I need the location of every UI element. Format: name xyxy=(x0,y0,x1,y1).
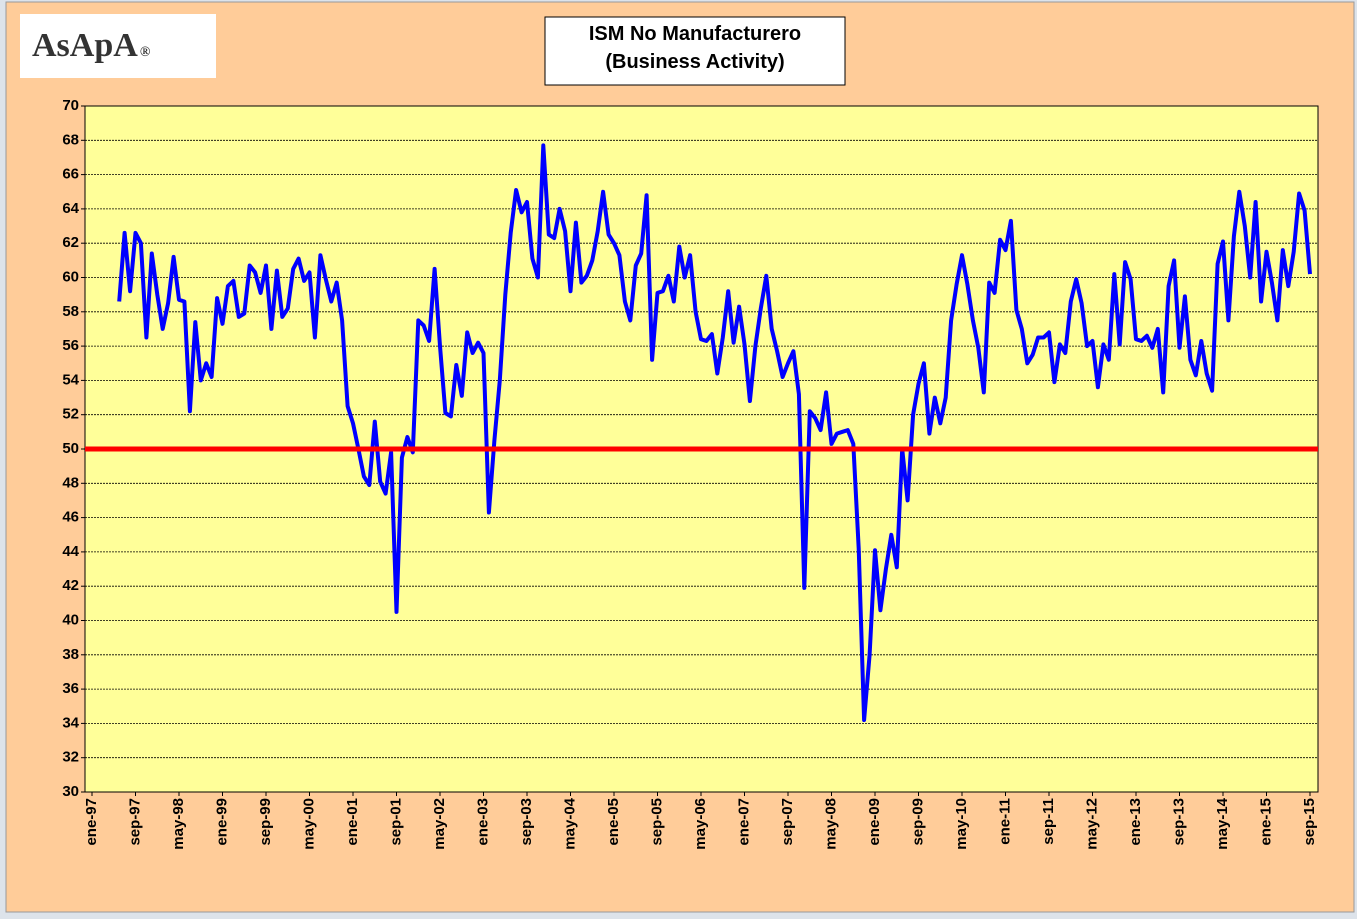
x-tick-label: sep-13 xyxy=(1170,798,1187,846)
y-tick-label: 66 xyxy=(62,166,79,183)
x-tick-label: ene-07 xyxy=(735,798,752,846)
data-line xyxy=(117,143,1312,722)
y-tick-label: 30 xyxy=(62,783,79,800)
x-tick-label: sep-97 xyxy=(126,798,143,846)
x-tick-label: ene-03 xyxy=(474,798,491,846)
x-tick-label: ene-11 xyxy=(996,798,1013,845)
x-tick-label: sep-01 xyxy=(387,798,404,846)
x-tick-label: sep-09 xyxy=(909,798,926,846)
logo-name: AsApA xyxy=(32,27,138,64)
x-tick-label: ene-99 xyxy=(213,798,230,846)
y-tick-label: 32 xyxy=(62,749,79,766)
y-tick-label: 34 xyxy=(62,714,79,731)
y-tick-label: 42 xyxy=(62,577,79,594)
title-box xyxy=(544,16,846,86)
x-tick-label: sep-03 xyxy=(518,798,535,846)
x-tick-label: may-02 xyxy=(431,798,448,850)
x-tick-label: sep-15 xyxy=(1301,798,1318,846)
x-tick-label: ene-01 xyxy=(344,798,361,846)
y-tick-label: 56 xyxy=(62,337,79,354)
x-tick-label: sep-99 xyxy=(257,798,274,846)
y-tick-label: 44 xyxy=(62,543,79,560)
y-tick-label: 48 xyxy=(62,474,79,491)
x-tick-label: may-98 xyxy=(170,798,187,850)
chart-subtitle: (Business Activity) xyxy=(605,51,784,73)
x-tick-label: may-14 xyxy=(1214,797,1231,849)
x-tick-label: ene-97 xyxy=(83,798,100,846)
x-tick-label: sep-05 xyxy=(648,798,665,846)
x-tick-label: may-12 xyxy=(1083,798,1100,850)
logo-box xyxy=(20,14,216,78)
y-tick-label: 46 xyxy=(62,509,79,526)
x-tick-label: ene-13 xyxy=(1127,798,1144,846)
logo-mark: ® xyxy=(140,45,151,60)
y-tick-label: 38 xyxy=(62,646,79,663)
y-tick-label: 64 xyxy=(62,200,79,217)
y-tick-label: 70 xyxy=(62,97,79,114)
y-tick-label: 68 xyxy=(62,131,79,148)
x-tick-label: may-00 xyxy=(300,798,317,850)
x-tick-label: sep-11 xyxy=(1040,798,1057,845)
y-tick-label: 58 xyxy=(62,303,79,320)
y-tick-label: 54 xyxy=(62,371,79,388)
x-tick-label: may-06 xyxy=(692,798,709,850)
x-tick-label: sep-07 xyxy=(779,798,796,846)
y-tick-label: 36 xyxy=(62,680,79,697)
x-tick-label: ene-05 xyxy=(605,798,622,846)
logo: AsApA ® xyxy=(32,27,151,64)
y-tick-label: 50 xyxy=(62,440,79,457)
x-tick-label: may-10 xyxy=(953,798,970,850)
x-tick-label: may-08 xyxy=(822,798,839,850)
y-tick-label: 40 xyxy=(62,611,79,628)
x-tick-label: ene-09 xyxy=(866,798,883,846)
y-tick-label: 52 xyxy=(62,406,79,423)
chart-title: ISM No Manufacturero xyxy=(589,23,801,45)
y-tick-label: 62 xyxy=(62,234,79,251)
x-tick-label: may-04 xyxy=(561,797,578,849)
y-tick-label: 60 xyxy=(62,268,79,285)
x-tick-label: ene-15 xyxy=(1257,798,1274,846)
